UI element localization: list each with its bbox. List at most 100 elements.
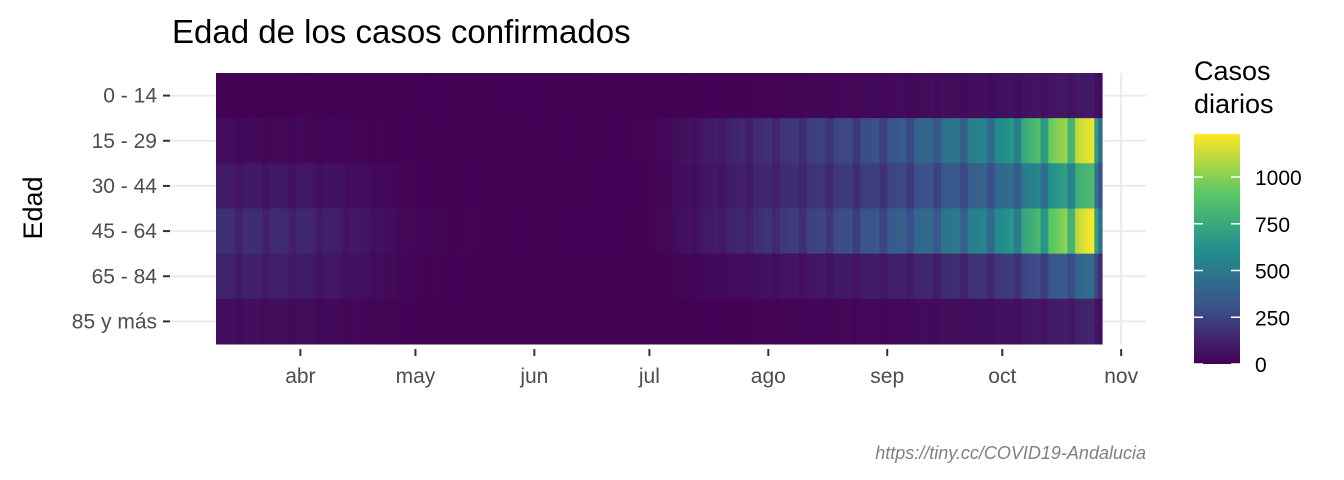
heat-cell — [311, 253, 317, 300]
heat-cell — [676, 73, 681, 119]
heat-cell — [380, 118, 386, 164]
heat-cell — [572, 73, 578, 119]
heat-cell — [576, 73, 581, 119]
heat-cell — [664, 253, 670, 300]
heat-cell — [480, 253, 486, 300]
heat-cell — [311, 118, 317, 164]
heat-cell — [856, 163, 861, 209]
heat-cell — [879, 118, 884, 164]
heat-cell — [534, 73, 539, 119]
heat-cell — [357, 163, 363, 209]
heat-cell — [722, 73, 727, 119]
heat-cell — [262, 208, 267, 255]
heat-cell — [714, 208, 720, 255]
heat-cell — [434, 163, 440, 209]
heat-cell — [269, 253, 275, 300]
heat-cell — [637, 118, 643, 164]
heat-cell — [691, 208, 697, 255]
heat-cell — [902, 208, 907, 255]
heat-cell — [269, 73, 275, 119]
heat-cell — [1032, 253, 1038, 300]
heat-cell — [495, 253, 501, 300]
heat-cell — [484, 163, 489, 209]
heat-cell — [668, 118, 674, 164]
heat-cell — [1075, 253, 1080, 300]
heat-cell — [868, 118, 873, 164]
heat-cell — [442, 73, 447, 119]
heat-cell — [400, 298, 405, 345]
heat-cell — [219, 298, 225, 345]
heat-cell — [365, 163, 371, 209]
heat-cell — [511, 298, 516, 345]
heat-cell — [994, 298, 1000, 345]
heat-cell — [622, 208, 627, 255]
heat-cell — [833, 208, 838, 255]
heat-cell — [465, 118, 470, 164]
heat-cell — [799, 73, 804, 119]
heat-cell — [825, 253, 831, 300]
heat-cell — [469, 73, 474, 119]
heat-cell — [499, 208, 505, 255]
heat-cell — [346, 163, 351, 209]
heat-cell — [1006, 163, 1011, 209]
heat-cell — [446, 298, 451, 345]
heat-cell — [1052, 118, 1057, 164]
heat-cell — [741, 163, 746, 209]
heat-cell — [403, 298, 409, 345]
heat-cell — [507, 118, 512, 164]
heat-cell — [645, 73, 651, 119]
heat-cell — [641, 253, 647, 300]
heat-cell — [576, 253, 581, 300]
heat-cell — [572, 253, 578, 300]
heat-cell — [588, 118, 593, 164]
heat-cell — [288, 163, 294, 209]
heat-cell — [645, 253, 651, 300]
heat-cell — [580, 73, 585, 119]
heat-cell — [860, 208, 865, 255]
heat-cell — [342, 253, 348, 300]
heat-cell — [645, 163, 651, 209]
heat-cell — [1006, 298, 1011, 345]
heat-cell — [852, 253, 858, 300]
heat-cell — [262, 253, 267, 300]
heat-cell — [749, 298, 754, 345]
heat-cell — [1078, 163, 1084, 209]
heat-cell — [308, 208, 313, 255]
heat-cell — [799, 298, 804, 345]
heat-cell — [1055, 253, 1061, 300]
heat-cell — [618, 73, 624, 119]
heat-cell — [338, 298, 344, 345]
heat-cell — [963, 73, 969, 119]
heat-cell — [595, 298, 601, 345]
heat-cell — [242, 208, 248, 255]
heat-cell — [829, 163, 835, 209]
heat-cell — [1040, 298, 1046, 345]
heat-cell — [979, 118, 984, 164]
heat-cell — [906, 118, 911, 164]
heat-cell — [231, 73, 236, 119]
heat-cell — [419, 118, 424, 164]
heat-cell — [871, 163, 877, 209]
heat-cell — [760, 118, 766, 164]
heat-cell — [614, 208, 620, 255]
heat-cell — [986, 163, 992, 209]
heat-cell — [258, 73, 263, 119]
heat-cell — [334, 298, 340, 345]
heat-cell — [357, 208, 363, 255]
heat-cell — [783, 253, 789, 300]
heat-cell — [1055, 298, 1061, 345]
heat-cell — [1090, 163, 1095, 209]
heat-cell — [933, 208, 938, 255]
heat-cell — [891, 208, 896, 255]
heat-cell — [588, 298, 593, 345]
heat-cell — [503, 208, 509, 255]
heat-cell — [380, 298, 386, 345]
heat-cell — [791, 253, 796, 300]
heat-cell — [607, 208, 612, 255]
heat-cell — [864, 163, 869, 209]
heat-cell — [921, 73, 927, 119]
heat-cell — [891, 73, 896, 119]
heat-cell — [856, 208, 861, 255]
heat-cell — [423, 73, 428, 119]
